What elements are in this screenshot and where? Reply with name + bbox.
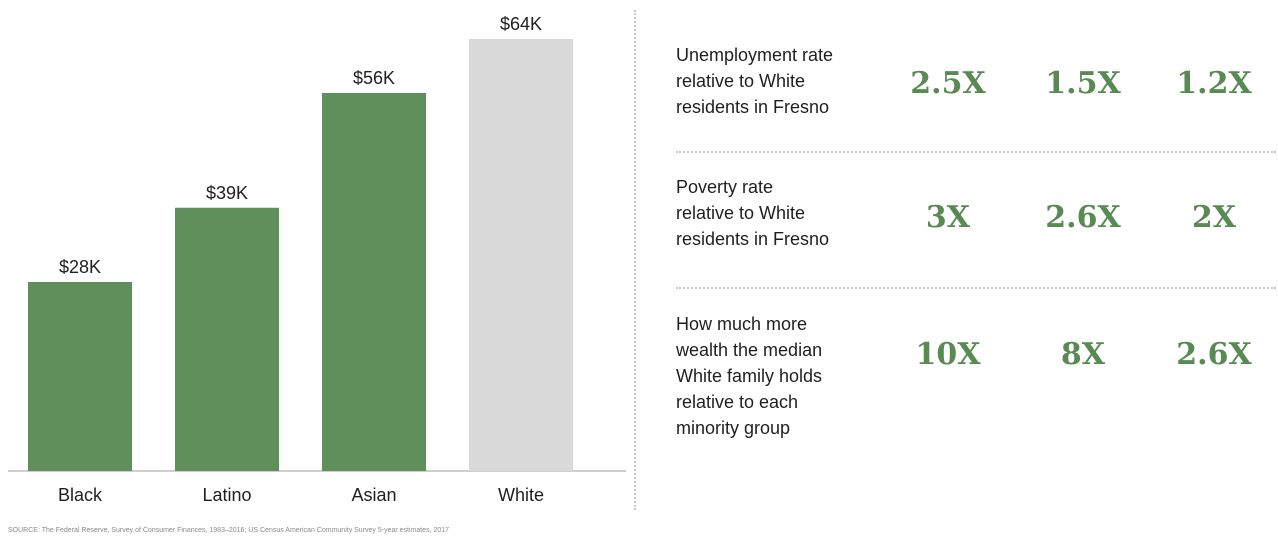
row-label-unemployment: Unemployment rate relative to White resi… [676, 45, 834, 117]
row-label-poverty: Poverty rate relative to White residents… [676, 177, 830, 249]
poverty-asian-multiplier: 2X [1191, 200, 1237, 235]
tick-label-asian: Asian [351, 485, 396, 505]
row-label-wealth: How much more wealth the median White fa… [676, 314, 823, 438]
tick-label-black: Black [58, 485, 103, 505]
unemployment-latino-multiplier: 1.5X [1045, 66, 1121, 101]
bar-black [28, 282, 132, 471]
tick-label-white: White [498, 485, 544, 505]
vertical-divider [634, 10, 636, 510]
unemployment-asian-multiplier: 1.2X [1176, 66, 1252, 101]
row-divider-1 [676, 151, 1276, 153]
source-note: SOURCE: The Federal Reserve, Survey of C… [8, 527, 450, 534]
wealth-latino-multiplier: 8X [1060, 337, 1106, 372]
bar-white [469, 39, 573, 471]
data-label-asian: $56K [353, 68, 395, 88]
wealth-asian-multiplier: 2.6X [1176, 337, 1252, 372]
poverty-black-multiplier: 3X [925, 200, 971, 235]
tick-label-latino: Latino [202, 485, 251, 505]
row-divider-2 [676, 287, 1276, 289]
wealth-black-multiplier: 10X [915, 337, 981, 372]
unemployment-black-multiplier: 2.5X [910, 66, 986, 101]
income-bar-chart: $28K Black $39K Latino $56K Asian $64K White [8, 14, 626, 505]
bar-asian [322, 93, 426, 471]
bar-latino [175, 207, 279, 471]
poverty-latino-multiplier: 2.6X [1045, 200, 1121, 235]
data-label-latino: $39K [206, 183, 248, 203]
data-label-white: $64K [500, 14, 542, 34]
data-label-black: $28K [59, 257, 101, 277]
